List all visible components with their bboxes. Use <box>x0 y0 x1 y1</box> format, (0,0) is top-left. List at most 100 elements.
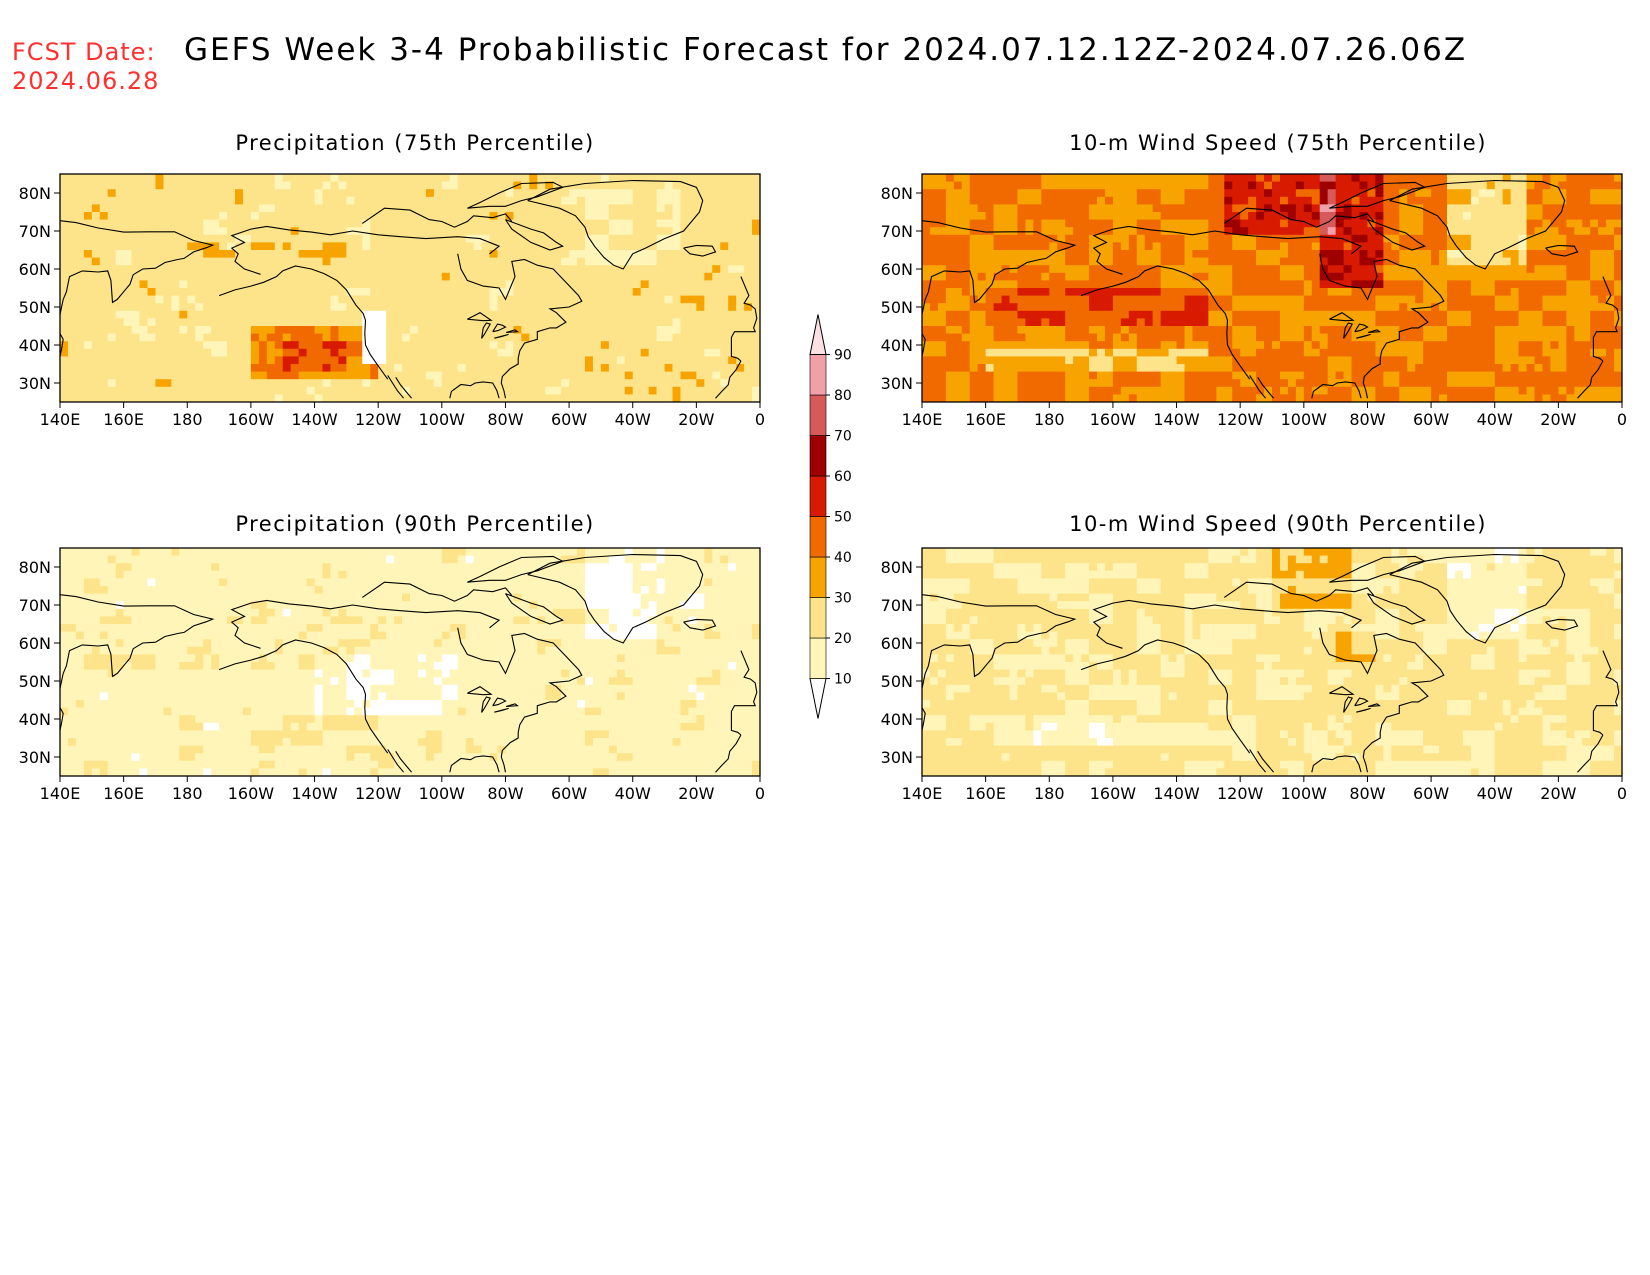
lon-label: 40W <box>615 784 651 803</box>
colorbar-segment <box>809 435 827 477</box>
lat-label: 30N <box>881 374 913 393</box>
lon-label: 160W <box>1090 410 1137 429</box>
lon-label: 60W <box>551 784 587 803</box>
panel-title-precip-75: Precipitation (75th Percentile) <box>235 131 595 155</box>
map-panel-precip-75: 80N 70N 60N 50N 40N 30N 140E 160E 180 160W 140W 120… <box>19 173 765 429</box>
map-panel-precip-90: 80N 70N 60N 50N 40N 30N 140E 160E 180 160W 140W 120… <box>19 547 765 803</box>
lat-label: 40N <box>19 710 51 729</box>
lon-label: 160W <box>228 784 275 803</box>
lat-label: 50N <box>881 672 913 691</box>
lat-label: 40N <box>881 336 913 355</box>
coastlines <box>922 553 1620 773</box>
coastlines <box>60 179 758 399</box>
map-frame <box>921 547 1623 777</box>
colorbar: 10 20 30 40 50 60 70 80 90 <box>809 314 852 719</box>
colorbar-label: 10 <box>834 672 852 688</box>
lon-label: 80W <box>1349 784 1385 803</box>
panel-title-wind-75: 10-m Wind Speed (75th Percentile) <box>1069 131 1487 155</box>
lon-label: 140E <box>902 784 943 803</box>
colorbar-label: 90 <box>834 348 852 364</box>
lon-label: 140W <box>1153 410 1200 429</box>
lon-label: 40W <box>1477 784 1513 803</box>
lon-label: 140W <box>1153 784 1200 803</box>
lon-label: 60W <box>1413 784 1449 803</box>
map-panel-wind-90: 80N 70N 60N 50N 40N 30N 140E 160E 180 160W 140W 120… <box>881 547 1627 803</box>
lon-label: 100W <box>419 410 466 429</box>
lat-label: 70N <box>881 596 913 615</box>
lon-label: 0 <box>1617 784 1627 803</box>
lon-label: 140E <box>40 784 81 803</box>
map-frame <box>921 173 1623 403</box>
shaded-field <box>922 174 1622 402</box>
lon-label: 160E <box>965 784 1006 803</box>
fcst-date-label: FCST Date: <box>12 38 156 66</box>
lon-label: 140W <box>291 410 338 429</box>
shaded-field <box>922 548 1622 776</box>
lon-label: 40W <box>1477 410 1513 429</box>
lon-label: 20W <box>678 784 714 803</box>
lon-label: 100W <box>419 784 466 803</box>
lon-label: 80W <box>487 410 523 429</box>
colorbar-label: 50 <box>834 510 852 526</box>
lat-label: 80N <box>19 558 51 577</box>
lon-label: 20W <box>1540 410 1576 429</box>
lon-label: 20W <box>1540 784 1576 803</box>
lon-label: 40W <box>615 410 651 429</box>
lat-label: 70N <box>19 596 51 615</box>
lat-label: 60N <box>19 260 51 279</box>
lon-label: 120W <box>1217 410 1264 429</box>
lat-label: 40N <box>19 336 51 355</box>
lat-label: 80N <box>881 558 913 577</box>
map-frame <box>59 173 761 403</box>
coastlines <box>60 553 758 773</box>
lon-label: 160E <box>103 410 144 429</box>
lat-label: 80N <box>19 184 51 203</box>
fcst-date-value: 2024.06.28 <box>12 67 160 95</box>
colorbar-lower-end <box>809 678 827 719</box>
lat-label: 60N <box>19 634 51 653</box>
colorbar-segment <box>809 637 827 679</box>
lat-label: 70N <box>19 222 51 241</box>
panel-title-wind-90: 10-m Wind Speed (90th Percentile) <box>1069 512 1487 536</box>
lon-label: 80W <box>487 784 523 803</box>
lon-label: 180 <box>1034 784 1065 803</box>
lon-label: 20W <box>678 410 714 429</box>
colorbar-label: 70 <box>834 429 852 445</box>
lon-label: 160W <box>1090 784 1137 803</box>
colorbar-label: 60 <box>834 469 852 485</box>
lon-label: 120W <box>355 784 402 803</box>
colorbar-label: 30 <box>834 591 852 607</box>
colorbar-segment <box>809 394 827 436</box>
lon-label: 120W <box>355 410 402 429</box>
lat-label: 60N <box>881 634 913 653</box>
lon-label: 60W <box>551 410 587 429</box>
colorbar-label: 80 <box>834 388 852 404</box>
lon-label: 0 <box>755 410 765 429</box>
lon-label: 160E <box>965 410 1006 429</box>
colorbar-segment <box>809 597 827 639</box>
lat-label: 50N <box>19 672 51 691</box>
lat-label: 50N <box>881 298 913 317</box>
shaded-field <box>60 548 760 776</box>
lat-label: 30N <box>19 374 51 393</box>
map-frame <box>59 547 761 777</box>
panel-title-precip-90: Precipitation (90th Percentile) <box>235 512 595 536</box>
map-panel-wind-75: 80N 70N 60N 50N 40N 30N 140E 160E 180 160W 140W 120… <box>881 173 1627 429</box>
lon-label: 100W <box>1281 410 1328 429</box>
lon-label: 120W <box>1217 784 1264 803</box>
colorbar-segment <box>809 475 827 517</box>
colorbar-upper-end <box>809 314 827 355</box>
lat-label: 40N <box>881 710 913 729</box>
colorbar-segment <box>809 354 827 396</box>
lon-label: 60W <box>1413 410 1449 429</box>
lat-label: 30N <box>881 748 913 767</box>
colorbar-label: 20 <box>834 631 852 647</box>
coastlines <box>922 179 1620 399</box>
lat-label: 60N <box>881 260 913 279</box>
colorbar-segment <box>809 516 827 558</box>
main-title: GEFS Week 3-4 Probabilistic Forecast for… <box>184 32 1468 68</box>
lon-label: 180 <box>172 410 203 429</box>
shaded-field <box>60 174 760 402</box>
lat-label: 70N <box>881 222 913 241</box>
colorbar-segment <box>809 556 827 598</box>
